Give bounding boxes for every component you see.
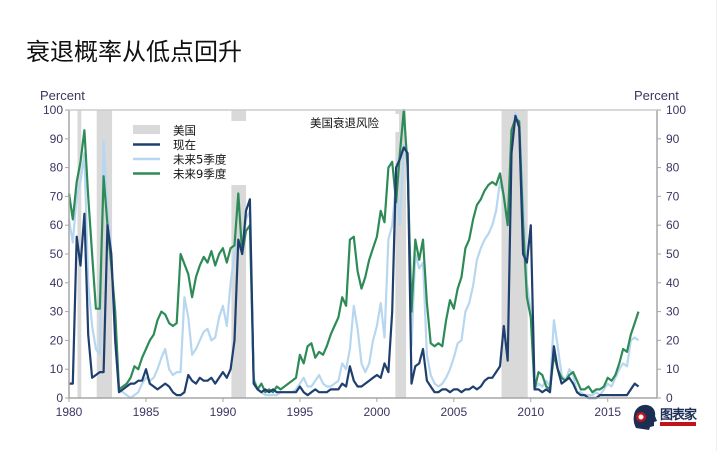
- legend-label: 现在: [173, 138, 196, 152]
- series-lines: [67, 108, 640, 400]
- y-tick-label-right: 0: [666, 391, 673, 405]
- legend-label: 美国: [173, 124, 196, 138]
- y-tick-label-left: 20: [50, 333, 64, 347]
- recession-band: [395, 110, 407, 398]
- y-tick-label-left: 10: [50, 362, 64, 376]
- logo-text: 图表家: [660, 408, 697, 423]
- x-tick-label: 1985: [133, 405, 160, 419]
- y-tick-label-left: 0: [56, 391, 63, 405]
- y-tick-label-right: 20: [666, 333, 680, 347]
- series-line: [69, 114, 640, 400]
- legend-swatch-recession: [133, 125, 160, 134]
- series-line: [67, 111, 640, 400]
- y-tick-label-right: 40: [666, 276, 680, 290]
- x-tick-label: 2015: [594, 405, 621, 419]
- x-tick-label: 1980: [56, 405, 83, 419]
- y-tick-label-right: 60: [666, 218, 680, 232]
- head-silhouette-icon: [633, 404, 657, 430]
- right-axis-unit-label: Percent: [634, 88, 679, 103]
- x-tick-label: 2010: [517, 405, 544, 419]
- y-tick-label-left: 40: [50, 276, 64, 290]
- y-tick-label-right: 90: [666, 132, 680, 146]
- y-tick-label-right: 100: [666, 103, 686, 117]
- y-tick-label-right: 30: [666, 305, 680, 319]
- x-tick-label: 2000: [364, 405, 391, 419]
- y-tick-label-left: 80: [50, 161, 64, 175]
- y-tick-label-right: 50: [666, 247, 680, 261]
- chart-axes: 0 0 10 10 20 20 30 30 40 40 50 50 60 60 70 70 80 80 90 90 10…: [43, 103, 686, 419]
- x-tick-label: 2005: [440, 405, 467, 419]
- page-title: 衰退概率从低点回升: [26, 38, 242, 66]
- chart-title: 美国衰退风险: [303, 114, 399, 132]
- y-tick-label-right: 80: [666, 161, 680, 175]
- page-edge-divider: [716, 0, 717, 451]
- y-tick-label-right: 10: [666, 362, 680, 376]
- legend-label: 未来5季度: [173, 153, 227, 167]
- y-tick-label-left: 60: [50, 218, 64, 232]
- y-tick-label-left: 90: [50, 132, 64, 146]
- legend-label: 未来9季度: [173, 167, 227, 181]
- x-tick-label: 1990: [210, 405, 237, 419]
- logo-underline: [660, 422, 696, 426]
- series-line: [67, 108, 640, 394]
- x-tick-label: 1995: [287, 405, 314, 419]
- y-tick-label-left: 100: [43, 103, 63, 117]
- left-axis-unit-label: Percent: [40, 88, 85, 103]
- y-tick-label-right: 70: [666, 189, 680, 203]
- chart-title-text: 美国衰退风险: [310, 116, 379, 130]
- y-tick-label-left: 50: [50, 247, 64, 261]
- y-tick-label-left: 70: [50, 189, 64, 203]
- y-tick-label-left: 30: [50, 305, 64, 319]
